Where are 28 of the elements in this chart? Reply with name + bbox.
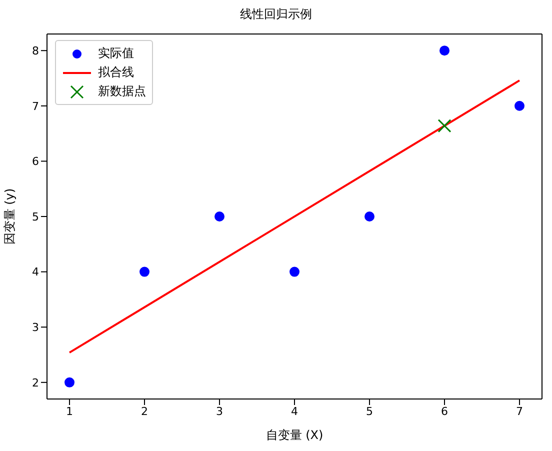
point (438, 119, 452, 133)
point (514, 100, 524, 111)
x-axis-title: 自变量 (X) (266, 428, 324, 442)
y-tick-label: 3 (32, 321, 39, 334)
point (440, 46, 450, 56)
legend-label: 新数据点 (98, 83, 146, 100)
point (214, 212, 224, 222)
x-tick-label: 3 (216, 404, 223, 418)
x-tick-label: 1 (66, 404, 73, 418)
y-tick-label: 8 (32, 44, 39, 58)
x-tick-label: 5 (366, 404, 373, 418)
point (364, 212, 374, 222)
legend-label: 实际值 (98, 45, 134, 62)
y-tick-label: 4 (32, 266, 39, 279)
x-tick-label: 6 (441, 404, 448, 418)
legend-label: 拟合线 (98, 64, 134, 81)
x-tick-label: 7 (516, 404, 523, 418)
y-axis-title: 因变量 (y) (2, 188, 16, 245)
x-tick-label: 4 (291, 404, 298, 418)
x-tick-label: 2 (141, 404, 148, 418)
y-tick-label: 6 (32, 155, 39, 168)
point (64, 377, 74, 388)
y-tick-label: 2 (32, 376, 39, 390)
point (290, 266, 300, 277)
chart-title: 线性回归示例 (239, 6, 313, 23)
y-tick-label: 7 (32, 100, 39, 113)
y-tick-label: 5 (32, 210, 39, 224)
point (140, 266, 150, 277)
